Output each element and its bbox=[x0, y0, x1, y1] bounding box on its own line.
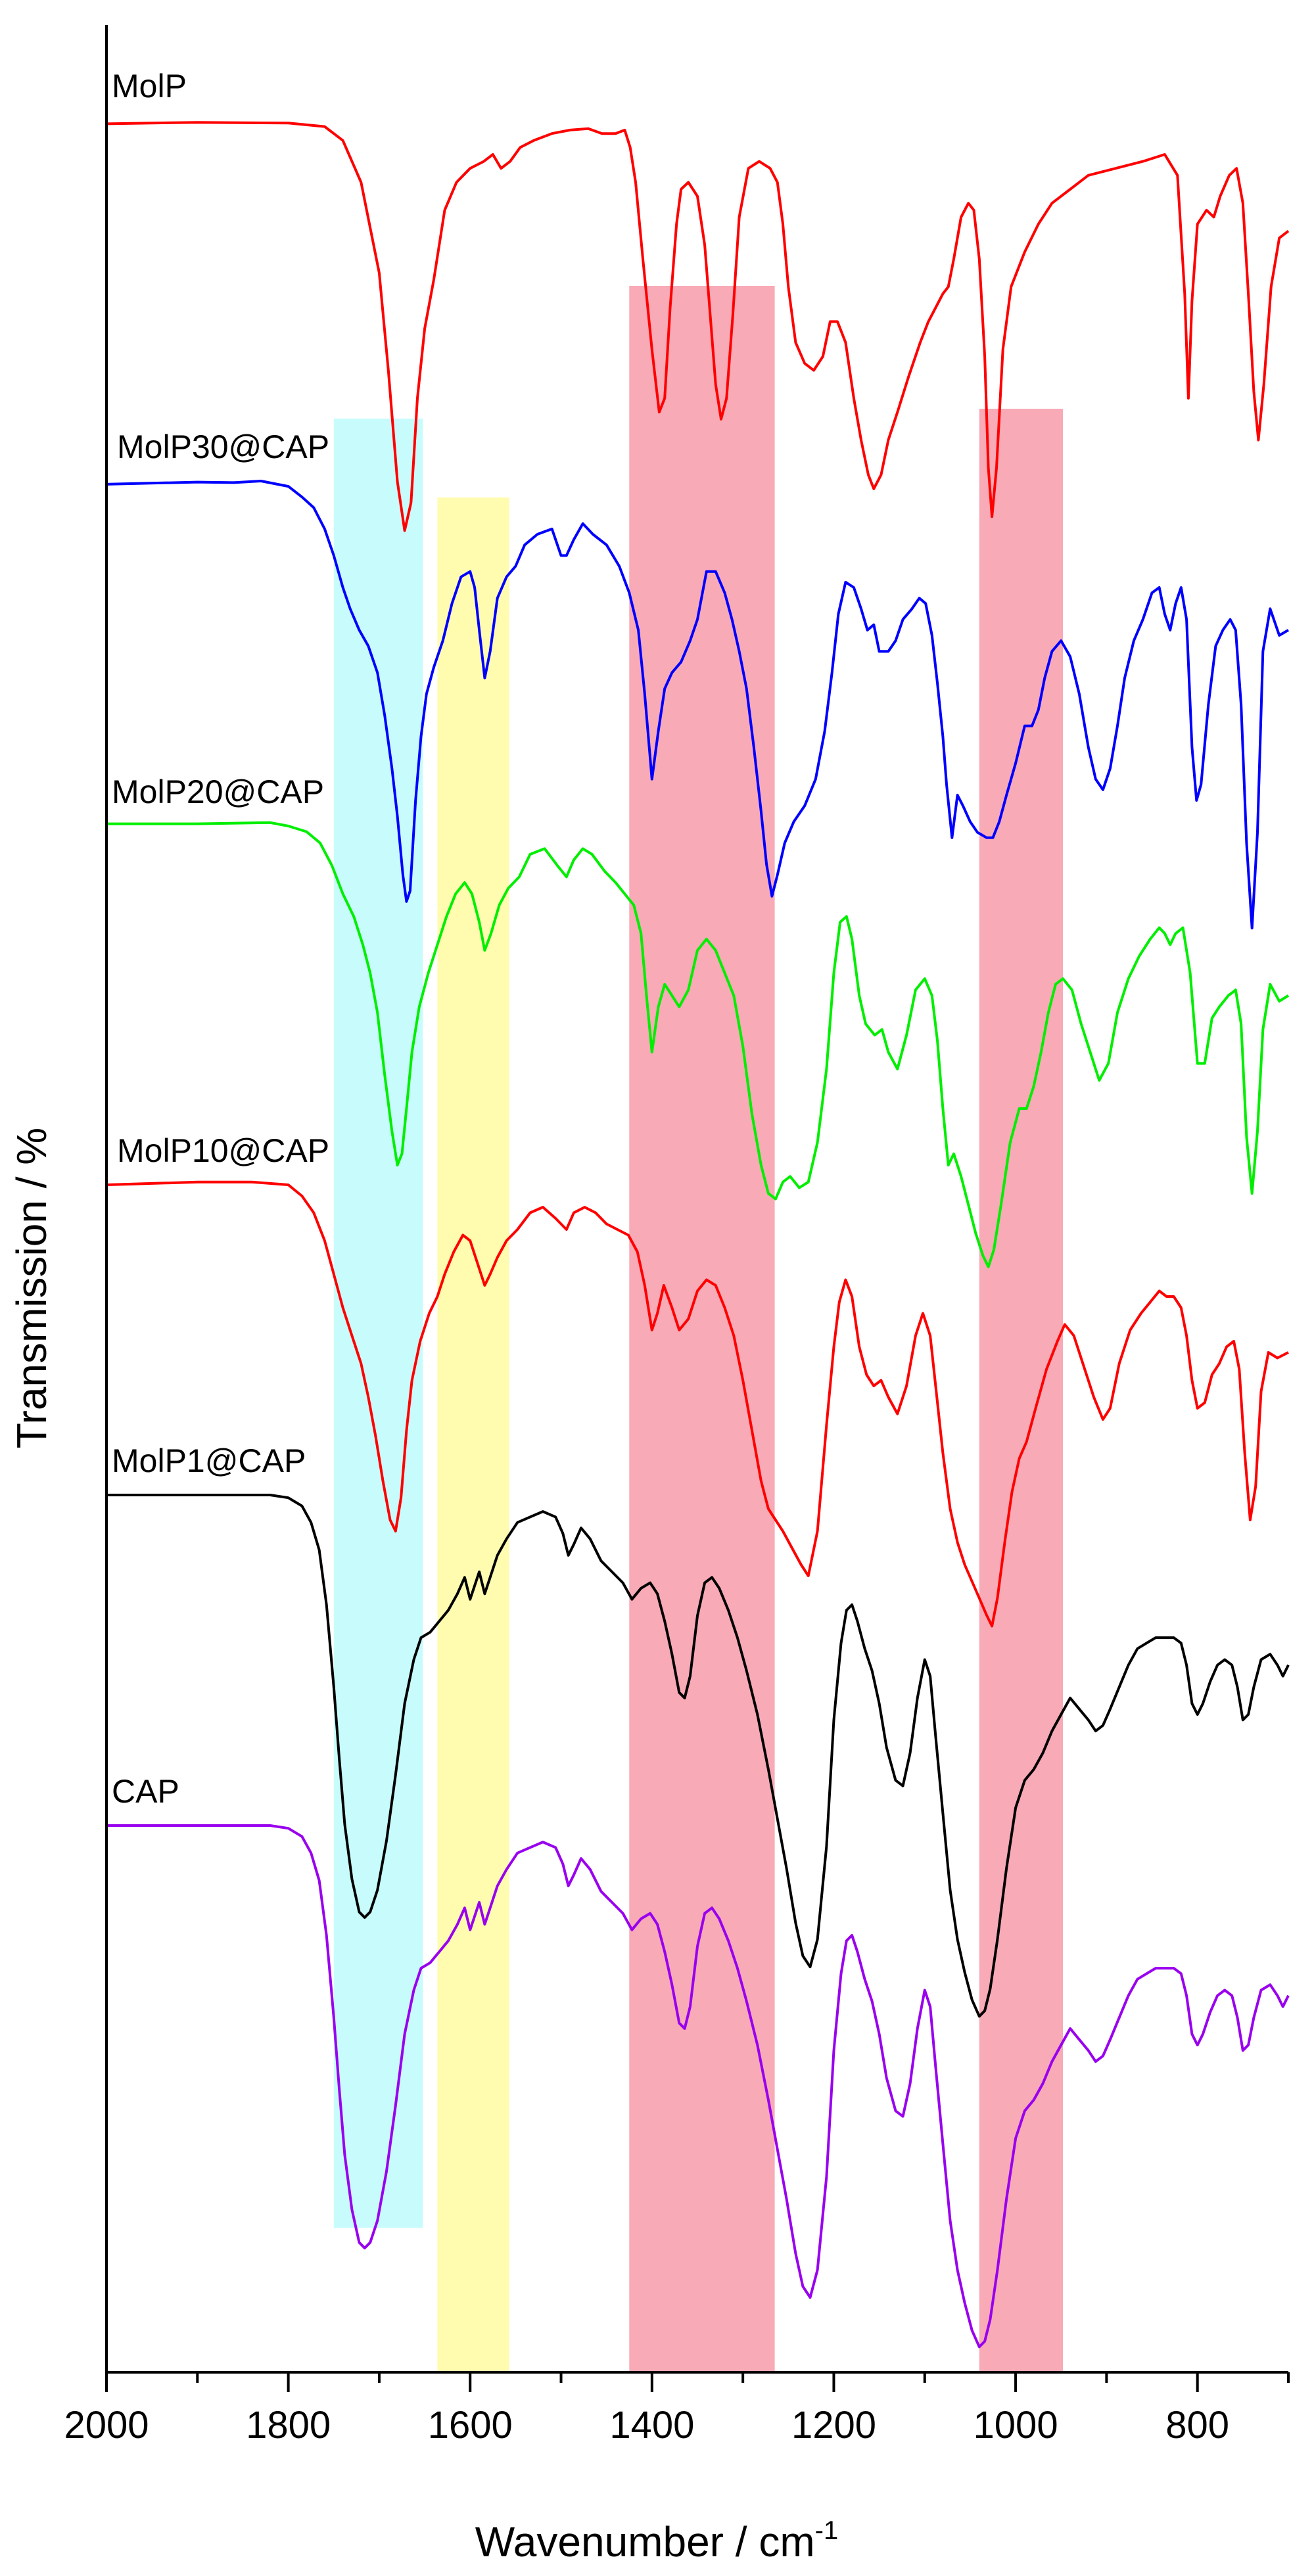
x-tick-label: 800 bbox=[1165, 2404, 1229, 2447]
series-label-cap: CAP bbox=[112, 1773, 179, 1810]
series-line-molp20-cap bbox=[106, 821, 1290, 1268]
series-line-molp1-cap bbox=[106, 1494, 1290, 2018]
highlight-bands bbox=[333, 286, 1063, 2372]
series-label-molp30-cap: MolP30@CAP bbox=[117, 428, 329, 465]
x-tick-label: 2000 bbox=[64, 2404, 149, 2447]
series-line-molp30-cap bbox=[106, 480, 1290, 930]
x-tick-label: 1800 bbox=[246, 2404, 331, 2447]
series-line-molp10-cap bbox=[106, 1180, 1289, 1628]
yellow-band bbox=[437, 497, 509, 2372]
spectra-traces bbox=[106, 121, 1290, 2349]
series-line-cap bbox=[106, 1824, 1290, 2349]
x-tick-label: 1200 bbox=[791, 2404, 876, 2447]
x-tick-label: 1600 bbox=[428, 2404, 513, 2447]
x-axis-title: Wavenumber / cm-1 bbox=[475, 2516, 838, 2565]
axes bbox=[105, 25, 1288, 2374]
series-line-molp bbox=[106, 121, 1290, 532]
series-labels: MolP MolP30@CAP MolP20@CAP MolP10@CAP MolP1@… bbox=[112, 68, 329, 1810]
series-label-molp1-cap: MolP1@CAP bbox=[112, 1442, 306, 1479]
series-label-molp: MolP bbox=[112, 68, 187, 104]
y-axis-title: Transmission / % bbox=[8, 1128, 55, 1448]
x-axis-ticks: 2000 1800 1600 1400 1200 1000 800 bbox=[64, 2372, 1290, 2447]
x-tick-label: 1000 bbox=[974, 2404, 1058, 2447]
x-tick-label: 1400 bbox=[609, 2404, 694, 2447]
red-band-2 bbox=[979, 409, 1063, 2372]
series-label-molp20-cap: MolP20@CAP bbox=[112, 773, 324, 810]
series-label-molp10-cap: MolP10@CAP bbox=[117, 1132, 329, 1169]
